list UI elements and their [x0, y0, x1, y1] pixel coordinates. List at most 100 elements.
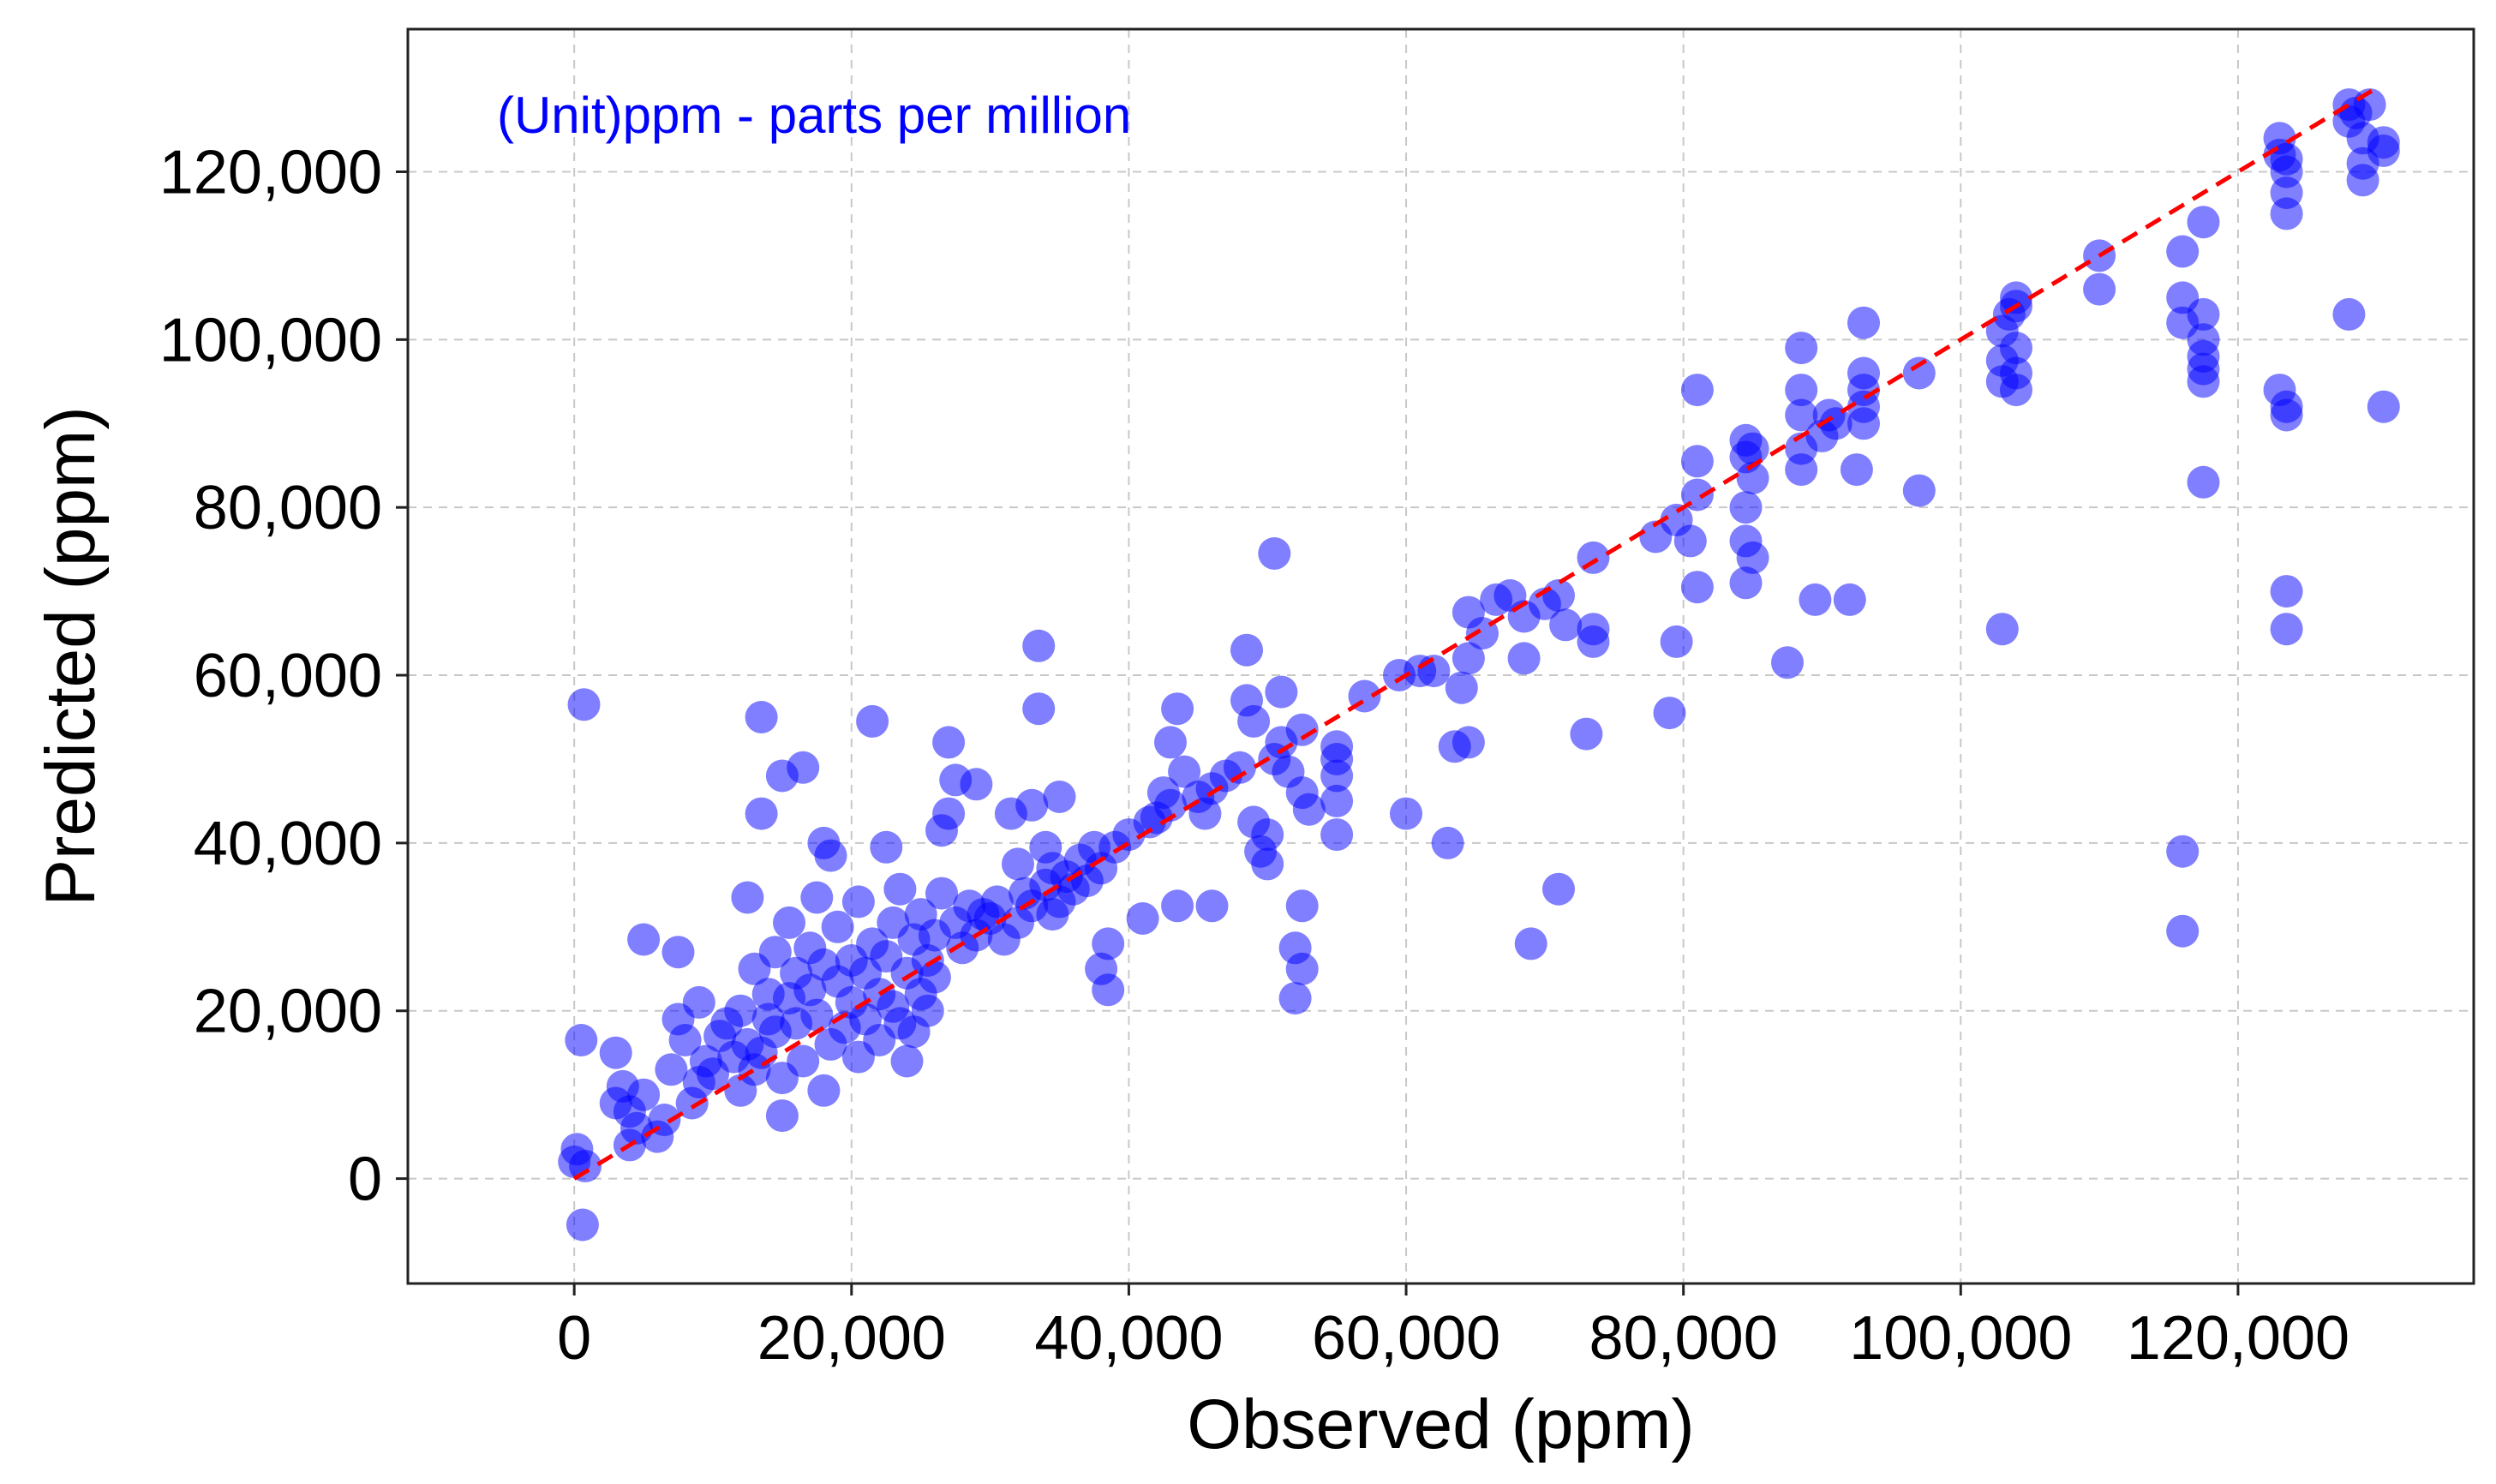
data-point	[2187, 365, 2220, 398]
data-point	[890, 1044, 924, 1078]
data-point	[1577, 541, 1610, 574]
data-point	[2187, 206, 2220, 239]
data-point	[1320, 730, 1354, 763]
data-point	[856, 704, 889, 738]
data-point	[566, 1208, 599, 1242]
x-axis-label: Observed (ppm)	[1187, 1385, 1694, 1463]
data-point	[1452, 726, 1485, 759]
x-tick-label: 80,000	[1589, 1304, 1778, 1373]
data-point	[2000, 281, 2032, 314]
data-point	[1736, 432, 1769, 465]
data-point	[1673, 524, 1707, 558]
data-point	[1320, 784, 1354, 817]
y-axis-label: Predicted (ppm)	[32, 406, 110, 906]
data-point	[2000, 356, 2032, 390]
data-point	[911, 994, 944, 1027]
x-tick-label: 100,000	[1849, 1304, 2072, 1373]
data-point	[1092, 973, 1125, 1007]
data-point	[1680, 445, 1714, 478]
data-point	[960, 768, 993, 801]
data-point	[1237, 704, 1271, 738]
data-point	[1729, 566, 1763, 600]
data-point	[1002, 847, 1034, 881]
data-point	[745, 701, 778, 733]
data-point	[668, 1024, 702, 1056]
data-point	[2083, 272, 2116, 306]
data-point	[1251, 818, 1284, 852]
data-point	[1542, 579, 1575, 612]
data-point	[870, 830, 903, 864]
data-point	[661, 936, 695, 969]
data-point	[1161, 889, 1194, 923]
data-point	[1161, 692, 1194, 726]
x-tick-label: 120,000	[2127, 1304, 2349, 1373]
data-point	[2000, 332, 2032, 365]
y-tick-label: 80,000	[194, 474, 382, 542]
data-point	[745, 797, 778, 830]
plot-area-frame	[406, 27, 2475, 1285]
y-axis-ticks: 0 20,000 40,000 60,000 80,000 100,000 120,000	[159, 138, 408, 1214]
data-point	[2166, 914, 2200, 948]
x-tick-label: 40,000	[1034, 1304, 1223, 1373]
data-point	[1258, 537, 1291, 570]
data-point	[627, 923, 661, 956]
y-tick-label: 120,000	[159, 138, 382, 206]
y-tick-label: 40,000	[194, 810, 382, 878]
scatter-points	[558, 88, 2400, 1242]
data-point	[1729, 491, 1763, 524]
data-point	[1680, 374, 1714, 407]
grid-lines	[408, 29, 2474, 1284]
data-point	[1785, 374, 1818, 407]
x-tick-label: 60,000	[1312, 1304, 1500, 1373]
y-tick-label: 100,000	[159, 306, 382, 374]
data-point	[773, 906, 805, 939]
data-point	[1168, 755, 1201, 788]
x-tick-label: 20,000	[757, 1304, 946, 1373]
data-point	[765, 1099, 799, 1133]
data-point	[1570, 717, 1603, 751]
data-point	[2367, 390, 2400, 423]
data-point	[1230, 633, 1263, 667]
data-point	[1043, 781, 1076, 813]
data-point	[758, 936, 792, 969]
data-point	[932, 797, 966, 830]
data-point	[1092, 927, 1125, 960]
data-point	[2270, 575, 2303, 608]
data-point	[787, 1044, 820, 1078]
data-point	[1022, 692, 1056, 726]
data-point	[2166, 835, 2200, 868]
data-point	[2332, 297, 2366, 331]
data-point	[655, 1053, 688, 1086]
data-point	[1188, 797, 1222, 830]
data-point	[1320, 818, 1354, 852]
y-tick-label: 60,000	[194, 642, 382, 710]
data-point	[1736, 541, 1769, 574]
data-point	[1660, 625, 1693, 658]
data-point	[1015, 788, 1049, 822]
data-point	[932, 726, 966, 759]
data-point	[1902, 356, 1936, 390]
data-point	[787, 751, 820, 784]
data-point	[1819, 407, 1853, 440]
data-point	[1195, 889, 1229, 923]
data-point	[814, 839, 847, 872]
data-point	[2270, 142, 2303, 176]
data-point	[2166, 235, 2200, 268]
data-point	[1265, 675, 1298, 709]
data-point	[1653, 697, 1686, 730]
data-point	[2270, 398, 2303, 432]
data-point	[569, 1149, 602, 1182]
data-point	[1251, 847, 1284, 881]
data-point	[2187, 297, 2220, 331]
data-point	[2367, 135, 2400, 167]
data-point	[807, 1074, 841, 1107]
data-point	[1680, 571, 1714, 604]
data-point	[821, 910, 854, 943]
data-point	[1514, 927, 1547, 960]
data-point	[918, 960, 951, 994]
data-point	[599, 1036, 632, 1069]
x-axis-ticks: 0 20,000 40,000 60,000 80,000 100,000 120,000	[557, 1284, 2349, 1373]
data-point	[731, 881, 764, 914]
data-point	[1431, 826, 1464, 859]
